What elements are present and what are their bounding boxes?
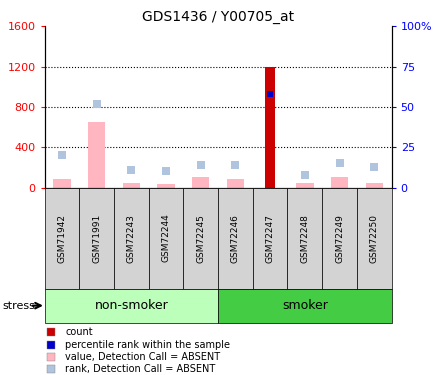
- Text: GSM71991: GSM71991: [92, 213, 101, 263]
- Bar: [322, 188, 357, 289]
- Bar: [123, 183, 140, 188]
- Bar: [44, 188, 79, 289]
- Bar: [227, 180, 244, 188]
- Bar: [253, 188, 287, 289]
- Text: value, Detection Call = ABSENT: value, Detection Call = ABSENT: [65, 352, 220, 362]
- Text: GSM72246: GSM72246: [231, 214, 240, 262]
- Text: non-smoker: non-smoker: [94, 299, 168, 312]
- Text: smoker: smoker: [282, 299, 328, 312]
- Text: GSM71942: GSM71942: [57, 214, 66, 262]
- Text: GSM72247: GSM72247: [266, 214, 275, 262]
- Bar: [296, 183, 314, 188]
- Text: GSM72244: GSM72244: [162, 214, 170, 262]
- Bar: [158, 184, 175, 188]
- Bar: [88, 122, 105, 188]
- Bar: [287, 188, 322, 289]
- Bar: [366, 183, 383, 188]
- Bar: [149, 188, 183, 289]
- Text: GSM72249: GSM72249: [335, 214, 344, 262]
- Bar: [114, 188, 149, 289]
- Text: GSM72248: GSM72248: [300, 214, 309, 262]
- Bar: [218, 188, 253, 289]
- Bar: [357, 188, 392, 289]
- Text: GSM72245: GSM72245: [196, 214, 205, 262]
- Text: stress: stress: [2, 301, 35, 310]
- Text: count: count: [65, 327, 93, 338]
- Text: GSM72243: GSM72243: [127, 214, 136, 262]
- Text: GSM72250: GSM72250: [370, 214, 379, 262]
- Bar: [53, 180, 70, 188]
- Bar: [183, 188, 218, 289]
- Bar: [331, 177, 348, 188]
- Bar: [192, 177, 210, 188]
- Text: rank, Detection Call = ABSENT: rank, Detection Call = ABSENT: [65, 364, 215, 374]
- Bar: [44, 289, 218, 322]
- Bar: [79, 188, 114, 289]
- Bar: [265, 67, 275, 188]
- Text: percentile rank within the sample: percentile rank within the sample: [65, 339, 231, 350]
- Title: GDS1436 / Y00705_at: GDS1436 / Y00705_at: [142, 10, 294, 24]
- Bar: [218, 289, 392, 322]
